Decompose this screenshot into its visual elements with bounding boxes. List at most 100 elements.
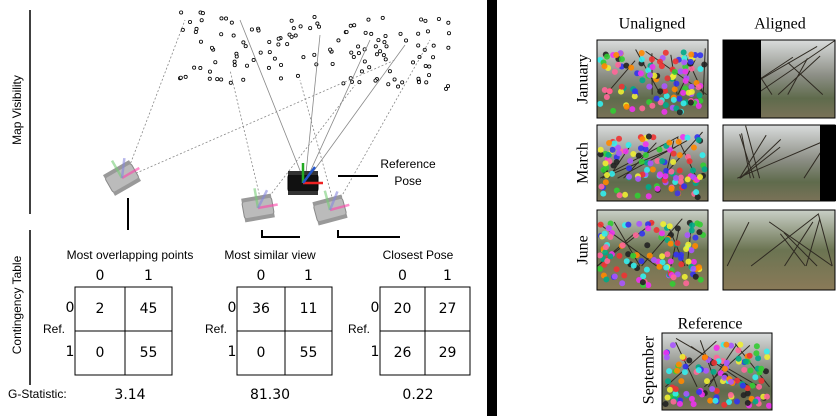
map-point xyxy=(233,60,236,63)
map-point xyxy=(200,19,203,22)
robot xyxy=(240,185,280,223)
map-point xyxy=(210,46,213,49)
map-point xyxy=(401,81,404,84)
map-point xyxy=(194,30,197,33)
feature xyxy=(639,77,645,83)
feature xyxy=(683,364,689,370)
map-point xyxy=(374,79,377,82)
feature xyxy=(672,86,678,92)
map-point xyxy=(379,50,382,53)
ray xyxy=(305,35,320,183)
feature xyxy=(655,186,661,192)
feature xyxy=(740,383,746,389)
map-point xyxy=(447,46,450,49)
map-point xyxy=(375,53,378,56)
feature xyxy=(604,172,610,178)
feature xyxy=(665,395,671,401)
feature xyxy=(752,374,758,380)
map-point xyxy=(299,25,302,28)
feature xyxy=(685,176,691,182)
feature xyxy=(654,96,660,102)
feature xyxy=(680,354,686,360)
feature xyxy=(668,169,674,175)
feature xyxy=(678,378,684,384)
feature xyxy=(598,147,604,153)
feature xyxy=(756,384,762,390)
map-point xyxy=(383,41,386,44)
feature xyxy=(639,50,645,56)
feature xyxy=(676,96,682,102)
map-point xyxy=(188,20,191,23)
feature xyxy=(758,378,764,384)
map-point xyxy=(179,76,182,79)
feature xyxy=(690,167,696,173)
map-point xyxy=(220,78,223,81)
robot xyxy=(99,151,145,196)
feature xyxy=(758,366,764,372)
g-statistic: 0.22 xyxy=(402,387,433,403)
feature xyxy=(606,225,612,231)
photo xyxy=(723,125,836,201)
table-cell: 29 xyxy=(439,345,457,361)
feature xyxy=(601,167,607,173)
col-header: 1 xyxy=(443,268,452,284)
map-point xyxy=(220,17,223,20)
feature xyxy=(696,84,702,90)
map-point xyxy=(426,30,429,33)
photo xyxy=(597,40,708,118)
feature xyxy=(663,50,669,56)
feature xyxy=(645,282,651,288)
map-point xyxy=(313,53,316,56)
row-label: March xyxy=(575,142,592,184)
map-point xyxy=(277,43,280,46)
feature xyxy=(633,232,639,238)
table-cell: 11 xyxy=(300,301,318,317)
feature xyxy=(666,368,672,374)
map-point xyxy=(199,66,202,69)
map-point xyxy=(331,62,334,65)
feature xyxy=(696,137,702,143)
row-header: 0 xyxy=(228,300,237,316)
table-cell: 27 xyxy=(439,301,457,317)
feature xyxy=(649,56,655,62)
feature xyxy=(616,150,622,156)
map-point xyxy=(424,64,427,67)
map-point xyxy=(302,56,305,59)
feature xyxy=(673,175,679,181)
feature xyxy=(712,398,718,404)
feature xyxy=(624,104,630,110)
feature xyxy=(688,51,694,57)
map-point xyxy=(358,81,361,84)
feature xyxy=(677,152,683,158)
g-statistic: 3.14 xyxy=(114,387,145,403)
map-point xyxy=(363,60,366,63)
connector xyxy=(338,230,400,237)
photo xyxy=(723,210,835,290)
feature xyxy=(700,152,706,158)
feature xyxy=(667,223,673,229)
feature xyxy=(672,69,678,75)
row-axis: Ref. xyxy=(205,322,227,336)
reference-label: Pose xyxy=(394,174,422,188)
feature xyxy=(599,184,605,190)
feature xyxy=(692,235,698,241)
feature xyxy=(678,252,684,258)
map-point xyxy=(268,40,271,43)
feature xyxy=(627,158,633,164)
figure: Map VisibilityContingency TableReference… xyxy=(0,0,836,416)
map-point xyxy=(229,81,232,84)
table-cell: 20 xyxy=(394,301,412,317)
feature xyxy=(659,253,665,259)
map-point xyxy=(425,81,428,84)
map-point xyxy=(350,51,353,54)
feature xyxy=(724,360,730,366)
feature xyxy=(764,394,770,400)
feature xyxy=(630,253,636,259)
feature xyxy=(704,378,710,384)
map-point xyxy=(232,34,235,37)
feature xyxy=(619,56,625,62)
feature xyxy=(682,274,688,280)
feature xyxy=(605,152,611,158)
feature xyxy=(671,274,677,280)
feature xyxy=(747,353,753,359)
